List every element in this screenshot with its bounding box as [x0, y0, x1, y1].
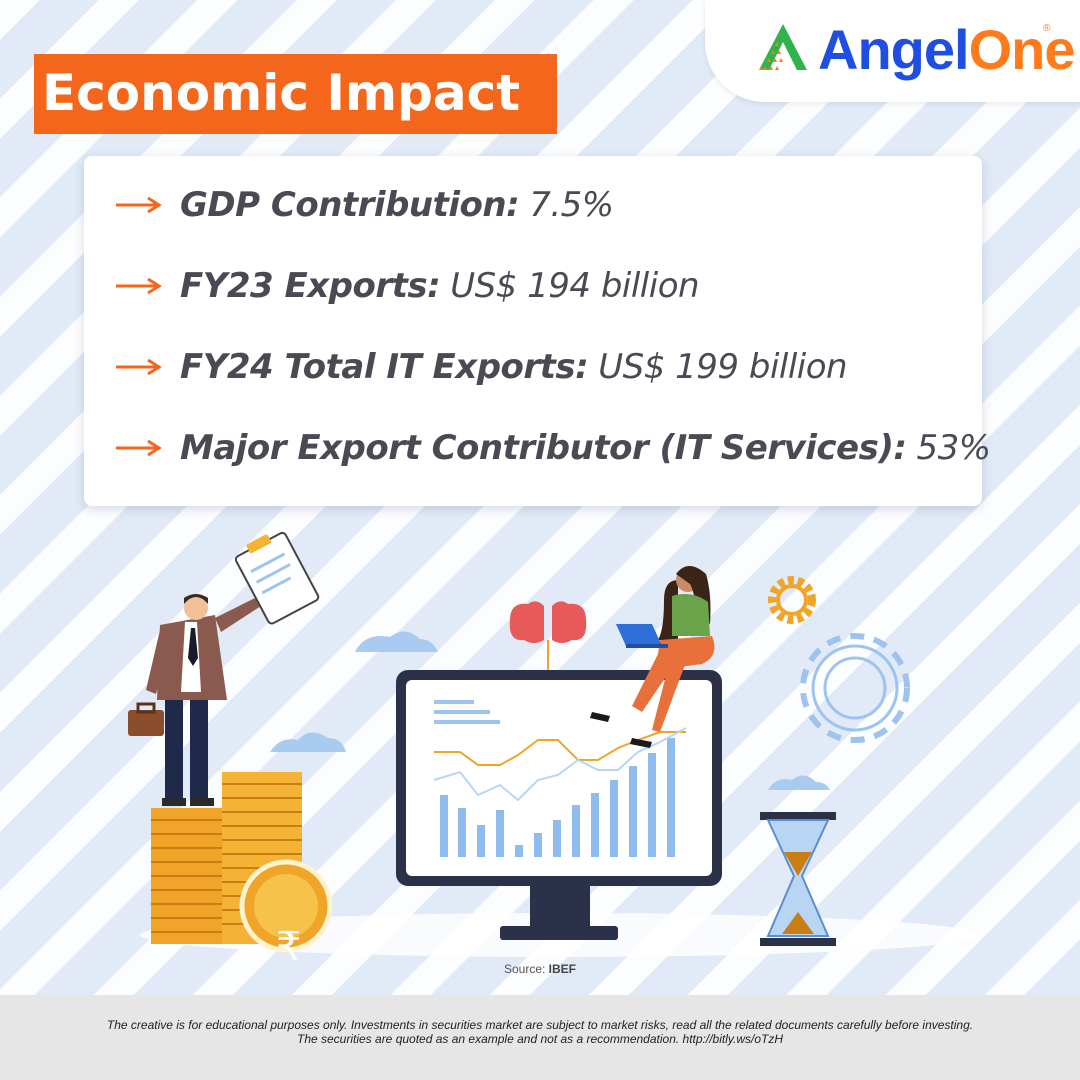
disclaimer-footer [0, 995, 1080, 1080]
source-name: IBEF [548, 962, 577, 976]
stat-value: US$ 199 billion [598, 347, 848, 387]
title-banner [34, 54, 557, 134]
logo-tab [705, 0, 1080, 102]
arrow-right-icon [116, 358, 162, 376]
brand-name-part2: One [968, 18, 1076, 81]
registered-mark: ® [1043, 23, 1051, 34]
brain-icon [509, 601, 587, 670]
gear-icon [768, 576, 816, 624]
clipboard-icon [234, 531, 320, 625]
gear-icon [800, 633, 910, 743]
stat-row-major-export: Major Export Contributor (IT Services): … [116, 423, 991, 473]
stat-row-gdp: GDP Contribution: 7.5% [116, 180, 614, 230]
economy-illustration: ₹ [128, 531, 980, 970]
stat-label: Major Export Contributor (IT Services): [180, 428, 907, 468]
source-credit: Source: IBEF [0, 962, 1080, 976]
stat-value: US$ 194 billion [450, 266, 700, 306]
rupee-coin-icon: ₹ [239, 859, 333, 970]
stat-label: GDP Contribution: [180, 185, 520, 225]
businessman-illustration [128, 594, 261, 806]
source-prefix: Source: [503, 962, 546, 976]
stat-value: 7.5% [529, 185, 614, 225]
stat-label: FY23 Exports: [180, 266, 441, 306]
stats-card [84, 156, 982, 506]
disclaimer-line-2: The securities are quoted as an example … [296, 1032, 784, 1046]
arrow-right-icon [116, 196, 162, 214]
angelone-logo-icon [759, 24, 807, 70]
hourglass-icon [760, 812, 836, 946]
monitor-chart-illustration [396, 670, 722, 940]
brand-name-part1: Angel [818, 18, 970, 81]
page-title: Economic Impact [42, 64, 521, 122]
woman-laptop-illustration [590, 566, 715, 748]
svg-text:₹: ₹ [276, 924, 301, 970]
stat-label: FY24 Total IT Exports: [180, 347, 589, 387]
stat-value: 53% [916, 428, 992, 468]
arrow-right-icon [116, 277, 162, 295]
stat-row-fy24: FY24 Total IT Exports: US$ 199 billion [116, 342, 848, 392]
disclaimer-line-1: The creative is for educational purposes… [106, 1018, 974, 1032]
stat-row-fy23: FY23 Exports: US$ 194 billion [116, 261, 700, 311]
brand-logo-text: AngelOne [818, 18, 1076, 82]
arrow-right-icon [116, 439, 162, 457]
cloud-icon [270, 631, 830, 790]
